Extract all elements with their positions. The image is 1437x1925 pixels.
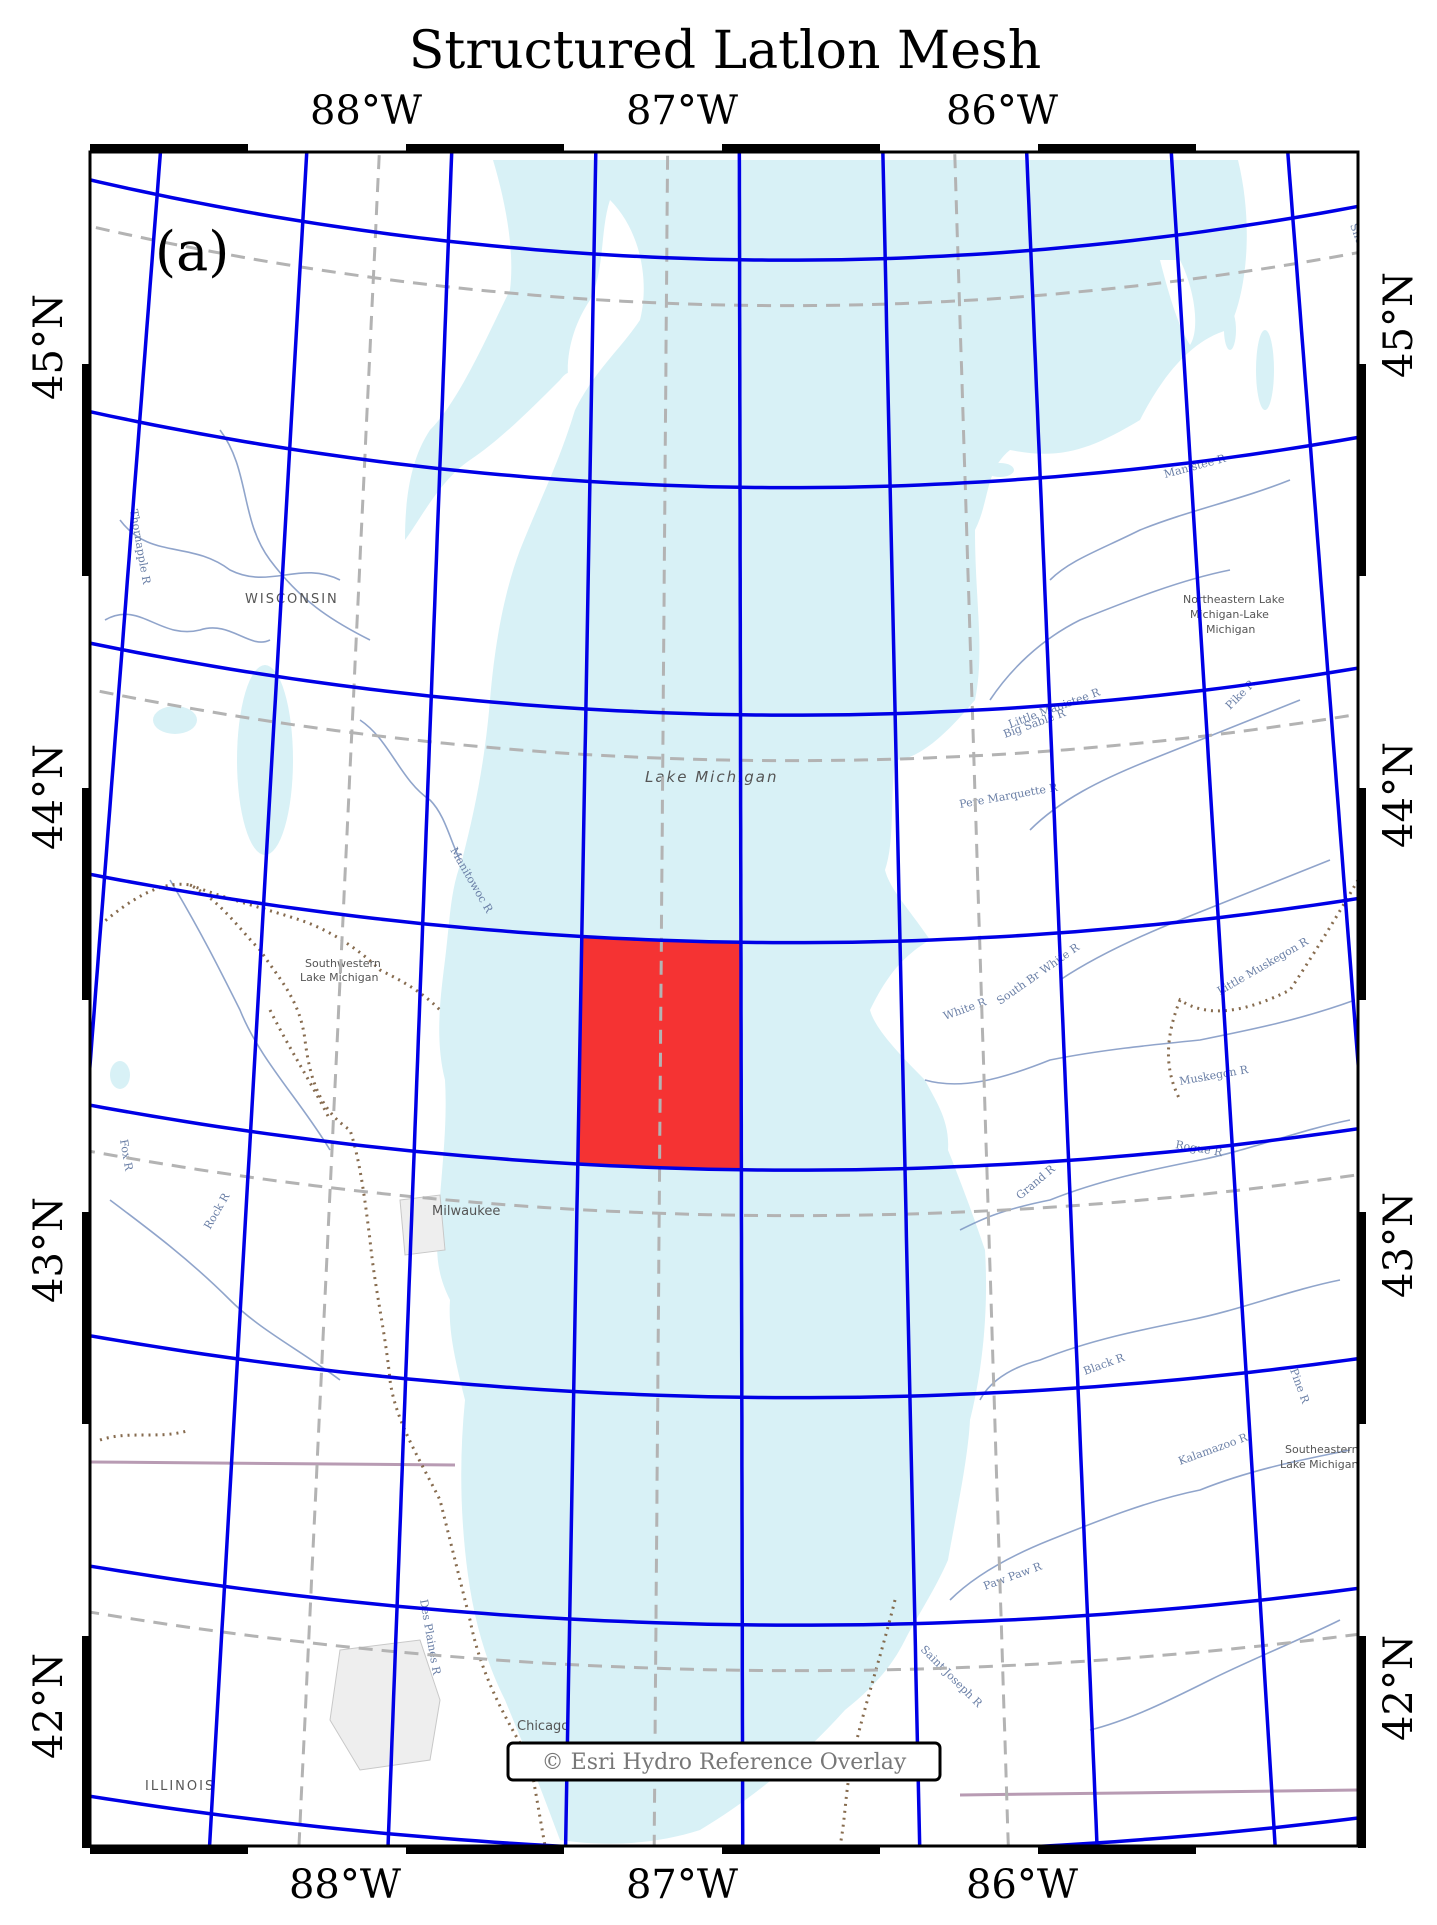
mesh-line-parallel (90, 1103, 1358, 1172)
right-tick-label: 42°N (1376, 1635, 1422, 1741)
ne-lake-michigan-label: Michigan (1206, 623, 1255, 636)
frame-bar-bottom (722, 1846, 880, 1854)
graticule-parallel (90, 687, 1358, 763)
top-tick-label: 87°W (626, 88, 738, 134)
milwaukee-label: Milwaukee (432, 1204, 500, 1219)
figure-title: Structured Latlon Mesh (409, 21, 1041, 81)
map-frame (82, 144, 1366, 1854)
ne-lake-michigan-label: Northeastern Lake (1183, 593, 1285, 606)
frame-bar-right (1358, 364, 1366, 576)
inland-lake (1256, 330, 1274, 410)
bottom-tick-label: 87°W (626, 1862, 738, 1908)
top-tick-label: 88°W (310, 88, 422, 134)
graticule-parallel (90, 224, 1358, 308)
frame-bar-left (82, 1636, 90, 1848)
frame-bar-bottom (406, 1846, 564, 1854)
watershed-boundaries (99, 879, 1358, 1846)
inland-lake (986, 463, 1014, 477)
mesh-line-meridian (563, 152, 598, 1846)
bottom-tick-label: 86°W (966, 1862, 1078, 1908)
top-tick-label: 86°W (946, 88, 1058, 134)
state-borders (90, 1460, 1358, 1797)
mesh-line-parallel (90, 641, 1358, 717)
mesh-line-parallel (90, 1333, 1358, 1400)
frame-bar-bottom (1038, 1846, 1196, 1854)
right-tick-label: 45°N (1376, 272, 1422, 378)
river-label: Fox R (117, 1138, 135, 1172)
frame-bar-top (90, 144, 248, 152)
graticule-meridian (652, 152, 670, 1846)
frame-bar-right (1358, 1636, 1366, 1848)
tick-labels: 88°W 88°W 87°W 87°W 86°W 86°W 45°N 45°N 44°N 44°N… (26, 88, 1422, 1908)
bottom-tick-label: 88°W (289, 1862, 401, 1908)
mesh-line-parallel (90, 1794, 1358, 1846)
mesh-line-meridian (207, 152, 309, 1846)
mesh-line-parallel (90, 1564, 1358, 1627)
mesh-line-parallel (90, 178, 1358, 262)
lake-winnebago (237, 665, 293, 855)
mesh-line-meridian (386, 152, 454, 1846)
frame-bar-bottom (90, 1846, 248, 1854)
lake-michigan (405, 160, 1247, 1844)
mesh-line-meridian (737, 152, 745, 1846)
mesh-line-meridian (1286, 152, 1358, 1086)
peninsula (1160, 260, 1196, 345)
frame-bar-top (1038, 144, 1196, 152)
graticule-meridian (953, 152, 1010, 1846)
frame-bar-right (1358, 788, 1366, 1000)
mesh-line-meridian (90, 152, 163, 1088)
frame-bar-top (406, 144, 564, 152)
inland-lake (153, 706, 197, 734)
right-tick-label: 44°N (1376, 742, 1422, 848)
frame-bar-left (82, 364, 90, 576)
left-tick-label: 44°N (26, 744, 72, 850)
graticule-meridian (297, 152, 381, 1846)
inland-lake (1224, 310, 1236, 350)
frame-bar-right (1358, 1212, 1366, 1424)
chicago-label: Chicago (517, 1719, 569, 1734)
sw-lake-michigan-label: Southwestern (305, 957, 381, 970)
illinois-label: ILLINOIS (145, 1779, 215, 1794)
panel-label: (a) (155, 220, 229, 283)
graticule-parallel (90, 1149, 1358, 1218)
frame-bar-top (722, 144, 880, 152)
left-tick-label: 45°N (26, 294, 72, 400)
mesh-line-meridian (881, 152, 922, 1846)
attribution-text: © Esri Hydro Reference Overlay (542, 1750, 907, 1775)
left-tick-label: 43°N (26, 1197, 72, 1303)
inland-lake (110, 1061, 130, 1089)
lake-michigan-label: Lake Michigan (645, 768, 778, 786)
green-bay-shore (567, 200, 644, 410)
graticule (90, 152, 1358, 1846)
ne-lake-michigan-label: Michigan-Lake (1190, 608, 1269, 621)
rivers (104, 429, 1356, 1731)
left-tick-label: 42°N (26, 1653, 72, 1759)
se-lake-michigan-label: Lake Michigan (1280, 1458, 1358, 1471)
se-lake-michigan-label: Southeastern (1285, 1443, 1359, 1456)
mesh-line-meridian (1169, 152, 1277, 1846)
mesh-line-parallel (90, 872, 1358, 945)
mesh-line-parallel (90, 409, 1358, 490)
mesh-line-meridian (1024, 152, 1099, 1846)
sw-lake-michigan-label: Lake Michigan (300, 971, 378, 984)
wisconsin-label: WISCONSIN (245, 592, 339, 607)
frame-bar-left (82, 788, 90, 1000)
attribution-box: © Esri Hydro Reference Overlay (506, 1741, 942, 1782)
right-tick-label: 43°N (1376, 1192, 1422, 1298)
graticule-parallel (90, 1610, 1358, 1673)
frame-bar-left (82, 1212, 90, 1424)
